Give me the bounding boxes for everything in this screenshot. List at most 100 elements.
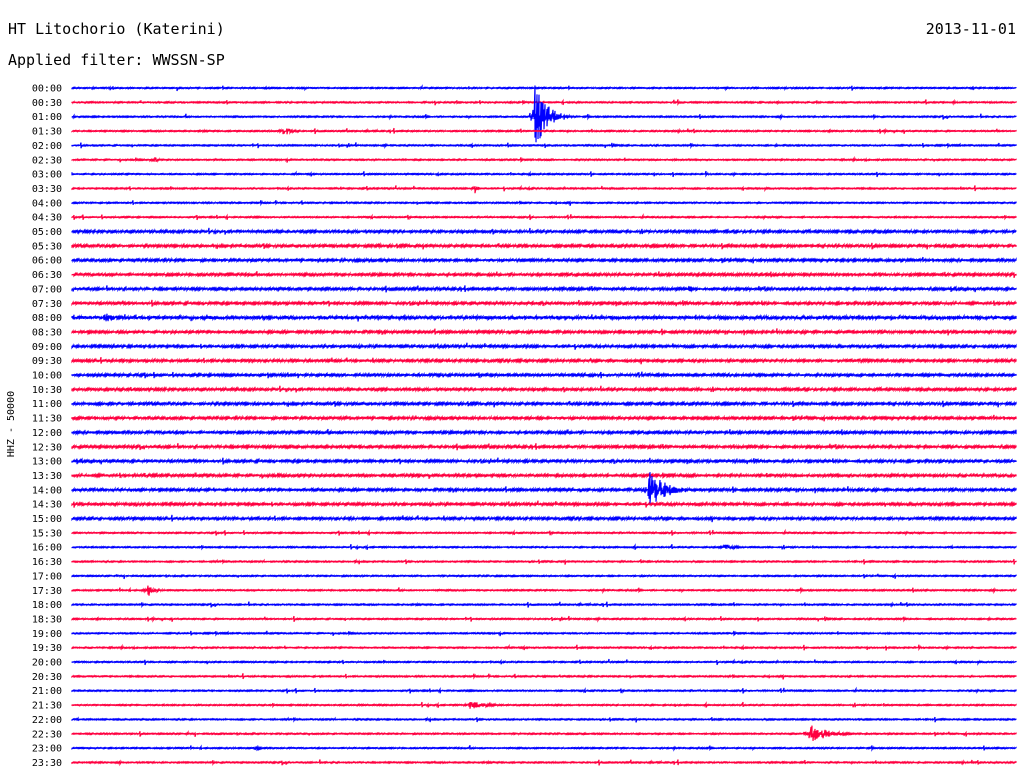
row-time-label: 07:00 bbox=[32, 284, 62, 295]
trace-line bbox=[71, 356, 1017, 365]
row-time-label: 18:00 bbox=[32, 600, 62, 611]
row-time-label: 01:30 bbox=[32, 127, 62, 138]
row-time-label: 12:00 bbox=[32, 428, 62, 439]
trace-line bbox=[71, 658, 1017, 666]
row-time-label: 08:30 bbox=[32, 327, 62, 338]
row-time-label: 13:30 bbox=[32, 471, 62, 482]
trace-line bbox=[71, 472, 1017, 480]
row-time-label: 16:30 bbox=[32, 557, 62, 568]
row-time-label: 10:00 bbox=[32, 371, 62, 382]
row-time-label: 22:00 bbox=[32, 715, 62, 726]
row-time-label: 09:30 bbox=[32, 356, 62, 367]
trace-line bbox=[71, 142, 1017, 150]
trace-line bbox=[71, 285, 1017, 293]
trace-line bbox=[71, 271, 1017, 279]
trace-line bbox=[71, 414, 1017, 422]
row-time-label: 08:00 bbox=[32, 313, 62, 324]
filter-label: Applied filter: WWSSN-SP bbox=[8, 51, 225, 69]
row-time-label: 04:00 bbox=[32, 198, 62, 209]
trace-line bbox=[71, 630, 1017, 637]
row-time-label: 11:30 bbox=[32, 414, 62, 425]
record-date: 2013-11-01 bbox=[925, 20, 1016, 38]
row-time-label: 02:30 bbox=[32, 155, 62, 166]
trace-line bbox=[71, 213, 1017, 221]
trace-line bbox=[71, 400, 1017, 408]
row-time-label: 16:00 bbox=[32, 543, 62, 554]
trace-line bbox=[71, 759, 1017, 767]
trace-line bbox=[71, 543, 1017, 551]
trace-rows: 00:00 00:30 01:00 01:30 02:00 02:30 03:00 03:30… bbox=[32, 84, 1017, 769]
row-time-label: 05:00 bbox=[32, 227, 62, 238]
row-time-label: 00:00 bbox=[32, 84, 62, 95]
trace-line bbox=[71, 514, 1017, 523]
row-time-label: 17:00 bbox=[32, 571, 62, 582]
row-time-label: 04:30 bbox=[32, 213, 62, 224]
row-time-label: 21:00 bbox=[32, 686, 62, 697]
trace-line bbox=[71, 601, 1017, 609]
row-time-label: 22:30 bbox=[32, 729, 62, 740]
trace-line bbox=[71, 241, 1017, 250]
trace-line bbox=[71, 716, 1017, 723]
trace-line bbox=[71, 155, 1017, 163]
trace-line bbox=[71, 199, 1017, 207]
row-time-label: 07:30 bbox=[32, 299, 62, 310]
row-time-label: 23:30 bbox=[32, 758, 62, 769]
trace-line bbox=[71, 585, 1017, 596]
trace-line bbox=[71, 342, 1017, 350]
trace-line bbox=[71, 227, 1017, 235]
row-time-label: 14:30 bbox=[32, 500, 62, 511]
station-title: HT Litochorio (Katerini) bbox=[8, 20, 225, 38]
trace-line bbox=[71, 428, 1017, 436]
row-time-label: 06:00 bbox=[32, 256, 62, 267]
row-time-label: 13:00 bbox=[32, 457, 62, 468]
trace-line bbox=[71, 701, 1017, 709]
trace-line bbox=[71, 84, 1017, 92]
row-time-label: 18:30 bbox=[32, 614, 62, 625]
trace-line bbox=[71, 643, 1017, 652]
row-time-label: 05:30 bbox=[32, 241, 62, 252]
row-time-label: 14:00 bbox=[32, 485, 62, 496]
row-time-label: 19:30 bbox=[32, 643, 62, 654]
trace-line bbox=[71, 673, 1017, 680]
row-time-label: 02:00 bbox=[32, 141, 62, 152]
row-time-label: 03:00 bbox=[32, 170, 62, 181]
trace-line bbox=[71, 98, 1017, 106]
row-time-label: 20:00 bbox=[32, 658, 62, 669]
row-time-label: 00:30 bbox=[32, 98, 62, 109]
row-time-label: 19:00 bbox=[32, 629, 62, 640]
trace-line bbox=[71, 85, 1017, 143]
trace-line bbox=[71, 385, 1017, 393]
row-time-label: 20:30 bbox=[32, 672, 62, 683]
channel-label: HHZ - 50000 bbox=[6, 391, 17, 457]
trace-line bbox=[71, 170, 1017, 178]
row-time-label: 12:30 bbox=[32, 442, 62, 453]
row-time-label: 21:30 bbox=[32, 701, 62, 712]
trace-line bbox=[71, 528, 1017, 537]
trace-line bbox=[71, 500, 1017, 508]
row-time-label: 23:00 bbox=[32, 744, 62, 755]
trace-line bbox=[71, 127, 1017, 135]
trace-line bbox=[71, 725, 1017, 741]
trace-line bbox=[71, 572, 1017, 580]
trace-line bbox=[71, 371, 1017, 379]
trace-line bbox=[71, 457, 1017, 465]
trace-line bbox=[71, 615, 1017, 623]
row-time-label: 09:00 bbox=[32, 342, 62, 353]
trace-line bbox=[71, 443, 1017, 451]
trace-line bbox=[71, 686, 1017, 694]
row-time-label: 10:30 bbox=[32, 385, 62, 396]
trace-line bbox=[71, 299, 1017, 307]
trace-line bbox=[71, 313, 1017, 322]
row-time-label: 03:30 bbox=[32, 184, 62, 195]
row-time-label: 06:30 bbox=[32, 270, 62, 281]
trace-line bbox=[71, 184, 1017, 194]
row-time-label: 17:30 bbox=[32, 586, 62, 597]
trace-line bbox=[71, 744, 1017, 752]
trace-line bbox=[71, 558, 1017, 565]
trace-line bbox=[71, 256, 1017, 264]
row-time-label: 01:00 bbox=[32, 112, 62, 123]
row-time-label: 15:30 bbox=[32, 528, 62, 539]
row-time-label: 11:00 bbox=[32, 399, 62, 410]
row-time-label: 15:00 bbox=[32, 514, 62, 525]
